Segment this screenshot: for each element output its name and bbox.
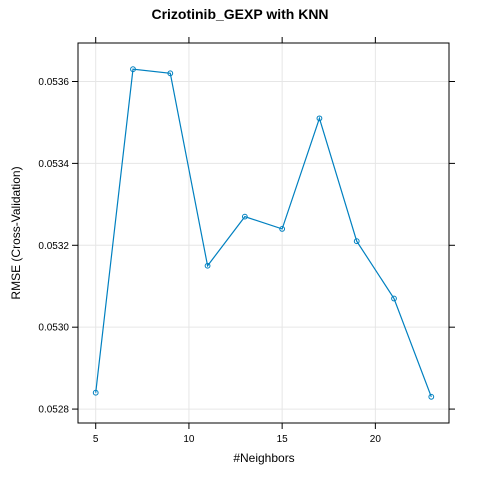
data-point: [428, 393, 435, 400]
y-tick-label: 0.0528: [38, 405, 69, 416]
y-tick-label: 0.0530: [38, 323, 69, 334]
data-point: [316, 115, 323, 122]
x-tick-label: 10: [183, 434, 195, 445]
data-point: [92, 389, 99, 396]
x-axis-title: #Neighbors: [233, 451, 294, 465]
y-tick-label: 0.0532: [38, 241, 69, 252]
data-point: [167, 70, 174, 77]
y-tick-label: 0.0534: [38, 159, 69, 170]
x-tick-label: 15: [277, 434, 289, 445]
data-point: [204, 262, 211, 269]
x-tick-label: 5: [93, 434, 99, 445]
data-point: [353, 238, 360, 245]
data-point: [241, 213, 248, 220]
series-layer: [92, 66, 435, 400]
y-axis-title: RMSE (Cross-Validation): [9, 166, 23, 299]
data-point: [391, 295, 397, 302]
axis-ticks: 5 10 15 20 0.0528 0.0530 0.0532 0.0534 0.0536: [38, 37, 455, 445]
x-tick-label: 20: [370, 434, 382, 445]
chart-title: Crizotinib_GEXP with KNN: [151, 6, 328, 22]
data-point: [279, 226, 286, 232]
data-point: [130, 66, 136, 73]
plot-frame: [77, 42, 450, 424]
grid-lines: [78, 43, 449, 423]
series-line: [95, 68, 432, 398]
y-tick-label: 0.0536: [38, 77, 69, 88]
